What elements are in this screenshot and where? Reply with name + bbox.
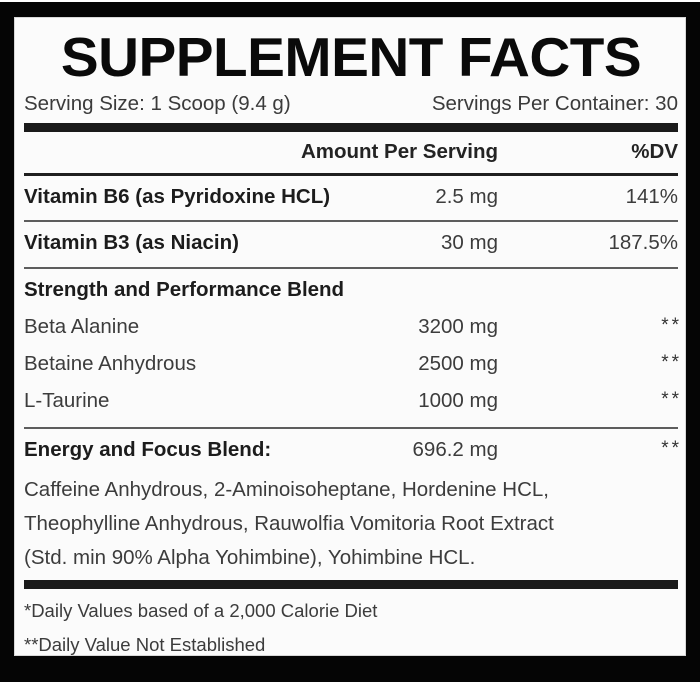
nutrient-amount: 2.5 mg — [435, 185, 498, 208]
rule-divider — [24, 267, 678, 269]
rule-divider — [24, 427, 678, 429]
ingredient-daily-value: ** — [661, 352, 682, 373]
blend-daily-value: ** — [661, 438, 682, 459]
ingredient-daily-value: ** — [661, 315, 682, 336]
blend-ingredient-line: (Std. min 90% Alpha Yohimbine), Yohimbin… — [24, 546, 476, 569]
table-row: Beta Alanine 3200 mg ** — [24, 315, 679, 343]
nutrient-daily-value: 187.5% — [608, 231, 678, 254]
serving-info-row: Serving Size: 1 Scoop (9.4 g) Servings P… — [24, 92, 678, 118]
amount-per-serving-header: Amount Per Serving — [300, 140, 498, 163]
blend-heading-row: Energy and Focus Blend: 696.2 mg ** — [24, 438, 679, 466]
label-content-area: SUPPLEMENT FACTS Serving Size: 1 Scoop (… — [24, 18, 679, 657]
blend-ingredient-line: Caffeine Anhydrous, 2-Aminoisoheptane, H… — [24, 478, 549, 501]
ingredient-amount: 2500 mg — [418, 352, 498, 375]
rule-under-headers — [24, 173, 678, 176]
table-row: Betaine Anhydrous 2500 mg ** — [24, 352, 679, 380]
table-row: Vitamin B3 (as Niacin) 30 mg 187.5% — [24, 231, 678, 259]
footnote-not-established: **Daily Value Not Established — [24, 634, 266, 655]
blend-amount: 696.2 mg — [412, 438, 498, 461]
blend-heading: Strength and Performance Blend — [24, 278, 345, 301]
footnote-daily-values: *Daily Values based of a 2,000 Calorie D… — [24, 600, 378, 621]
servings-per-container-text: Servings Per Container: 30 — [431, 92, 678, 115]
nutrient-name: Vitamin B6 (as Pyridoxine HCL) — [24, 185, 331, 208]
nutrient-daily-value: 141% — [625, 185, 678, 208]
serving-size-text: Serving Size: 1 Scoop (9.4 g) — [24, 92, 291, 115]
table-row: L-Taurine 1000 mg ** — [24, 389, 679, 417]
blend-heading: Energy and Focus Blend: — [24, 438, 272, 461]
ingredient-daily-value: ** — [661, 389, 682, 410]
ingredient-amount: 3200 mg — [418, 315, 498, 338]
rule-divider — [24, 220, 678, 222]
page-title: SUPPLEMENT FACTS — [60, 26, 642, 88]
rule-thick-top — [24, 123, 678, 132]
blend-ingredient-line: Theophylline Anhydrous, Rauwolfia Vomito… — [24, 512, 554, 535]
ingredient-name: Beta Alanine — [24, 315, 140, 338]
ingredient-name: L-Taurine — [24, 389, 110, 412]
daily-value-header: %DV — [631, 140, 678, 163]
nutrient-name: Vitamin B3 (as Niacin) — [24, 231, 239, 254]
nutrient-amount: 30 mg — [441, 231, 498, 254]
table-row: Vitamin B6 (as Pyridoxine HCL) 2.5 mg 14… — [24, 185, 678, 213]
ingredient-name: Betaine Anhydrous — [24, 352, 197, 375]
rule-thick-bottom — [24, 580, 678, 589]
blend-heading-row: Strength and Performance Blend — [24, 278, 678, 306]
column-header-row: Amount Per Serving %DV — [24, 140, 678, 166]
label-white-panel: SUPPLEMENT FACTS Serving Size: 1 Scoop (… — [14, 17, 686, 656]
ingredient-amount: 1000 mg — [418, 389, 498, 412]
